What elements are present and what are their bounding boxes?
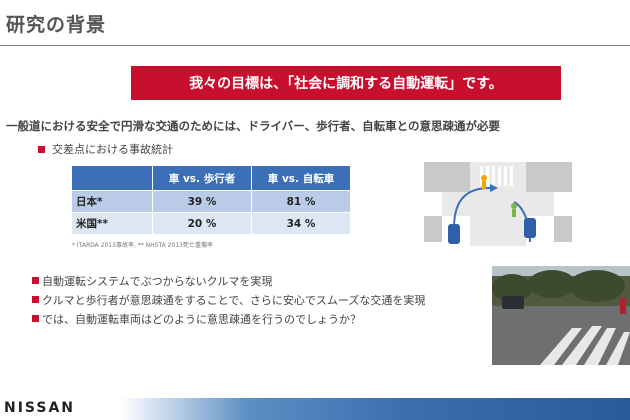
conclusion-bullets: 自動運転システムでぶつからないクルマを実現 クルマと歩行者が意思疎通をすることで…	[32, 271, 425, 328]
table-cell: 34 %	[251, 212, 351, 234]
vehicle-in-photo	[502, 296, 524, 309]
building-block-top-right	[526, 162, 572, 192]
intro-text: 一般道における安全で円滑な交通のためには、ドライバー、歩行者、自転車との意思疎通…	[6, 119, 501, 133]
nissan-logo: NISSAN	[4, 400, 76, 416]
car-icon	[524, 218, 536, 238]
footer-band	[120, 398, 630, 420]
building-block-top-left	[424, 162, 470, 192]
list-item: では、自動運転車両はどのように意思疎通を行うのでしょうか？	[32, 309, 425, 328]
table-row-label: 日本*	[72, 190, 153, 213]
bullet-text: 自動運転システムでぶつからないクルマを実現	[42, 274, 273, 288]
accident-stats-table: 車 vs. 歩行者 車 vs. 自転車 日本* 39 % 81 % 米国** 2…	[72, 166, 351, 234]
table-footnote: * ITARDA 2013事故率, ** NHSTA 2013死亡重傷率	[72, 242, 213, 249]
street-photo	[492, 266, 630, 365]
crosswalk	[480, 166, 513, 186]
goal-text: 我々の目標は、「社会に調和する自動運転」です。	[189, 76, 503, 92]
cyclist-icon	[511, 203, 517, 209]
car-icon	[448, 224, 460, 244]
bullet-square-icon	[38, 145, 45, 153]
bullet-text: では、自動運転車両はどのように意思疎通を行うのでしょうか？	[42, 312, 361, 326]
table-cell: 81 %	[251, 190, 351, 213]
building-block-bottom-left	[424, 216, 442, 242]
bullet-square-icon	[32, 315, 39, 322]
intersection-diagram	[418, 158, 578, 246]
slide-title: 研究の背景	[6, 14, 107, 36]
table-header-pedestrian: 車 vs. 歩行者	[152, 166, 252, 191]
arrow-head-icon	[490, 184, 498, 192]
table-header-corner	[72, 166, 153, 191]
table-row: 米国** 20 % 34 %	[72, 212, 351, 234]
stats-heading-text: 交差点における事故統計	[52, 143, 173, 156]
photo-crosswalk	[540, 326, 630, 365]
goal-banner: 我々の目標は、「社会に調和する自動運転」です。	[131, 66, 561, 100]
table-header-bicycle: 車 vs. 自転車	[251, 166, 351, 191]
pedestrian-icon	[481, 175, 487, 181]
bullet-square-icon	[32, 277, 39, 284]
table-row: 日本* 39 % 81 %	[72, 190, 351, 213]
list-item: クルマと歩行者が意思疎通をすることで、さらに安心でスムーズな交通を実現	[32, 290, 425, 309]
bullet-square-icon	[32, 296, 39, 303]
table-header-row: 車 vs. 歩行者 車 vs. 自転車	[72, 166, 351, 191]
bullet-text: クルマと歩行者が意思疎通をすることで、さらに安心でスムーズな交通を実現	[42, 293, 426, 307]
table-cell: 20 %	[152, 212, 252, 234]
list-item: 自動運転システムでぶつからないクルマを実現	[32, 271, 425, 290]
table-cell: 39 %	[152, 190, 252, 213]
pedestrian-in-photo	[620, 298, 626, 314]
table-row-label: 米国**	[72, 212, 153, 234]
stats-heading: 交差点における事故統計	[38, 141, 173, 157]
title-divider	[0, 45, 630, 46]
building-block-bottom-right	[554, 216, 572, 242]
